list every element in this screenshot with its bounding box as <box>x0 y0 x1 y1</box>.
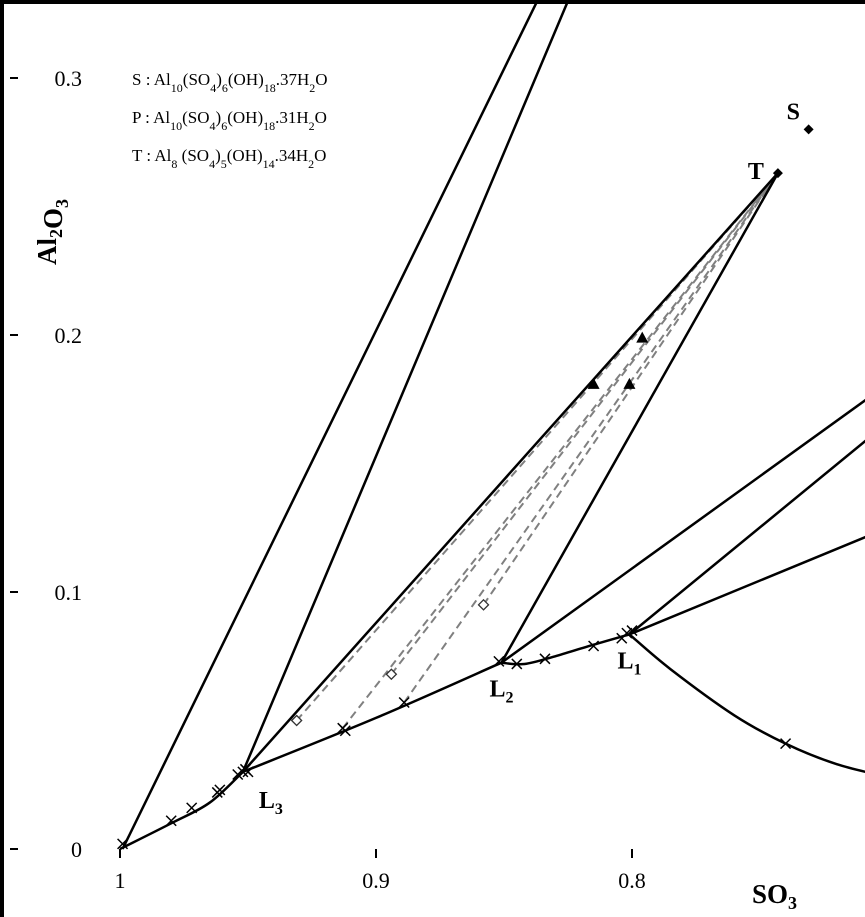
solid-phase-S-point <box>803 124 814 135</box>
wet-residue-point <box>385 668 398 681</box>
legend-entry-S: S : Al10(SO4)6(OH)18.37H2O <box>132 70 328 95</box>
x-tick-label: 0.9 <box>362 868 390 893</box>
invariant-L3-label: L3 <box>259 788 283 818</box>
curve-0-L3 <box>119 770 244 851</box>
legend-entry-P: P : Al10(SO4)6(OH)18.31H2O <box>132 108 327 133</box>
legend-entry-T: T : Al8 (SO4)5(OH)14.34H2O <box>132 146 326 171</box>
tie-L3-steep-2 <box>241 0 570 773</box>
data-point-x <box>339 725 351 737</box>
y-tick-label: 0.1 <box>55 580 83 605</box>
dash-4 <box>403 172 779 704</box>
solid-phase-triangle <box>587 377 600 389</box>
solid-phase-S-label: S <box>787 99 800 125</box>
dash-2 <box>341 172 779 729</box>
y-tick-label: 0 <box>71 837 82 862</box>
dash-3 <box>390 172 779 675</box>
y-tick-label: 0.3 <box>55 66 83 91</box>
curve-L3-L2 <box>242 661 502 774</box>
wet-residue-point <box>290 714 303 727</box>
solid-phase-T-point <box>772 168 783 179</box>
data-point-x <box>539 653 551 665</box>
solid-phase-triangle <box>623 377 636 389</box>
invariant-L2-label: L2 <box>489 677 513 707</box>
curve-L1-end <box>628 633 865 774</box>
data-point-x <box>780 738 792 750</box>
wet-residue-point <box>477 598 490 611</box>
tie-L2-T <box>500 172 780 664</box>
data-point-x <box>165 815 177 827</box>
solid-phase-triangle <box>636 331 649 343</box>
x-tick-label: 1 <box>115 868 126 893</box>
data-point-x <box>398 696 410 709</box>
tie-L2-right <box>500 398 865 664</box>
solid-phase-T-label: T <box>748 159 764 185</box>
data-point-x <box>214 784 226 796</box>
data-point-x <box>242 766 254 778</box>
tie-L3-T <box>241 172 779 773</box>
data-point-x <box>511 658 523 670</box>
data-point-x <box>588 640 600 652</box>
data-point-x <box>186 802 198 814</box>
data-point-x <box>117 838 129 850</box>
tie-origin-steep-1 <box>121 0 539 850</box>
invariant-L1-label: L1 <box>617 648 641 678</box>
tie-L1-right-1 <box>628 439 865 636</box>
dash-5 <box>482 172 779 606</box>
y-tick-label: 0.2 <box>55 323 83 348</box>
data-point-x <box>626 625 638 637</box>
x-axis-title: SO3 <box>752 879 797 913</box>
y-axis-title: Al2O3 <box>32 199 72 265</box>
data-point-x <box>493 655 505 667</box>
tie-L1-right-2 <box>628 535 865 636</box>
x-tick-label: 0.8 <box>618 868 646 893</box>
dash-1 <box>295 172 779 722</box>
